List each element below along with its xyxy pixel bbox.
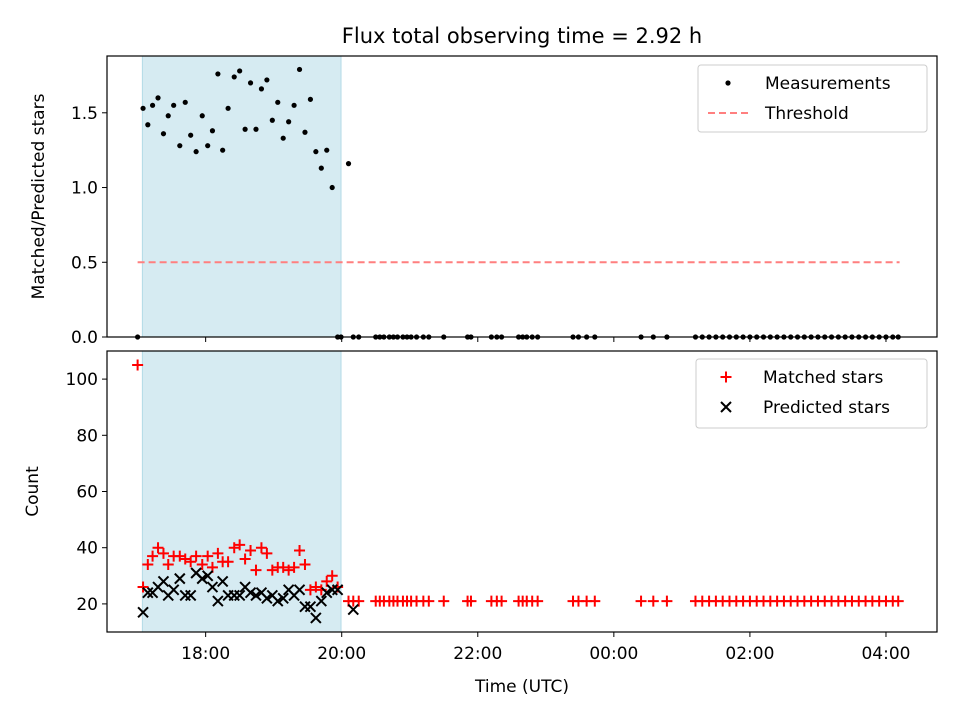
data-point xyxy=(532,596,543,607)
bottom-panel: 20 40 60 80 100 18:00 20:00 22:00 00:00 02:00 04:0… xyxy=(23,351,937,697)
y-tick-label: 0.5 xyxy=(71,253,98,273)
y-axis-label: Count xyxy=(23,466,43,517)
data-point xyxy=(661,596,672,607)
legend: Measurements Threshold xyxy=(698,65,927,132)
data-point xyxy=(893,596,904,607)
legend: Matched stars Predicted stars xyxy=(696,359,927,428)
data-point xyxy=(183,100,188,105)
y-tick-label: 1.5 xyxy=(71,104,98,124)
data-point xyxy=(636,596,647,607)
x-tick-label: 22:00 xyxy=(453,644,502,664)
legend-label: Threshold xyxy=(764,104,849,124)
data-point xyxy=(297,67,302,72)
data-point xyxy=(200,113,205,118)
data-point xyxy=(215,71,220,76)
data-point xyxy=(150,103,155,108)
data-point xyxy=(243,127,248,132)
data-point xyxy=(264,77,269,82)
data-point xyxy=(225,106,230,111)
data-point xyxy=(330,185,335,190)
y-tick-label: 100 xyxy=(66,370,98,390)
data-point xyxy=(281,136,286,141)
flux-chart: 0.0 0.5 1.0 1.5 Matched/Predicted stars Flux … xyxy=(0,0,960,720)
data-point xyxy=(220,148,225,153)
data-point xyxy=(237,68,242,73)
legend-marker xyxy=(725,80,730,85)
data-point xyxy=(346,161,351,166)
data-point xyxy=(648,596,659,607)
data-point xyxy=(438,596,449,607)
data-point xyxy=(353,596,364,607)
x-axis-label: Time (UTC) xyxy=(474,677,569,697)
data-point xyxy=(423,596,434,607)
data-point xyxy=(132,360,143,371)
y-tick-label: 60 xyxy=(76,483,98,503)
data-point xyxy=(313,149,318,154)
data-point xyxy=(275,100,280,105)
data-point xyxy=(259,86,264,91)
y-axis-label: Matched/Predicted stars xyxy=(29,93,49,299)
x-tick-label: 00:00 xyxy=(589,644,638,664)
data-point xyxy=(140,106,145,111)
data-point xyxy=(171,103,176,108)
data-point xyxy=(253,127,258,132)
y-tick-label: 20 xyxy=(76,595,98,615)
data-point xyxy=(205,143,210,148)
chart-title: Flux total observing time = 2.92 h xyxy=(342,24,702,48)
data-point xyxy=(210,128,215,133)
data-point xyxy=(319,166,324,171)
data-point xyxy=(166,113,171,118)
data-point xyxy=(232,74,237,79)
data-point xyxy=(194,149,199,154)
data-point xyxy=(324,148,329,153)
data-point xyxy=(291,103,296,108)
y-tick-label: 1.0 xyxy=(71,179,98,199)
y-tick-label: 80 xyxy=(76,426,98,446)
data-point xyxy=(161,131,166,136)
x-tick-label: 02:00 xyxy=(725,644,774,664)
data-point xyxy=(270,118,275,123)
data-point xyxy=(308,97,313,102)
x-tick-label: 18:00 xyxy=(181,644,230,664)
legend-label: Measurements xyxy=(765,74,891,94)
x-tick-label: 20:00 xyxy=(317,644,366,664)
data-point xyxy=(188,133,193,138)
data-point xyxy=(155,95,160,100)
data-point xyxy=(302,130,307,135)
data-point xyxy=(286,119,291,124)
data-point xyxy=(177,143,182,148)
x-tick-label: 04:00 xyxy=(861,644,910,664)
data-point xyxy=(589,596,600,607)
top-panel: 0.0 0.5 1.0 1.5 Matched/Predicted stars Flux … xyxy=(29,24,937,348)
data-point xyxy=(248,80,253,85)
y-tick-label: 40 xyxy=(76,539,98,559)
legend-label: Matched stars xyxy=(763,368,883,388)
data-point xyxy=(145,122,150,127)
y-tick-label: 0.0 xyxy=(71,328,98,348)
legend-label: Predicted stars xyxy=(763,398,890,418)
